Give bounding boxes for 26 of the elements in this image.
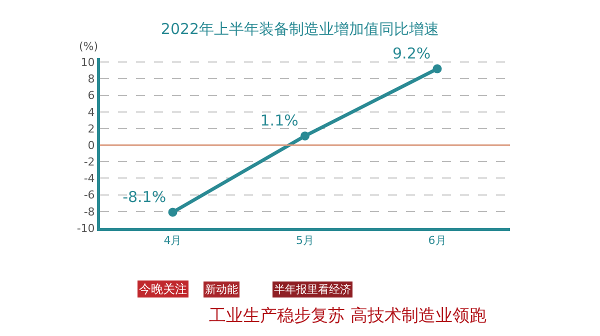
x-tick-label: 4月 (164, 234, 182, 248)
y-tick-label: -8 (84, 205, 95, 218)
text: 半年报里看经济 (274, 283, 351, 296)
x-tick-label: 6月 (428, 234, 446, 248)
y-tick-label: 0 (88, 138, 95, 152)
data-label: 1.1% (260, 112, 298, 130)
y-tick-label: -2 (84, 156, 95, 169)
text: 今晚关注 (139, 282, 187, 296)
y-tick-label: -6 (84, 188, 95, 202)
y-tick-label: -4 (84, 172, 95, 186)
y-tick-label: 2 (88, 122, 95, 136)
data-label: -8.1% (122, 188, 166, 206)
point (168, 208, 178, 217)
y-tick-label: 6 (88, 89, 95, 102)
y-axis-title: (%) (79, 40, 98, 53)
y-tick-label: 10 (80, 56, 95, 69)
y-tick-label: 4 (88, 106, 95, 119)
y-tick-label: -10 (76, 222, 95, 235)
x-tick-label: 5月 (296, 234, 314, 248)
chart-title: 2022年上半年装备制造业增加值同比增速 (160, 20, 440, 38)
data-label: 9.2% (392, 44, 431, 62)
point (432, 64, 442, 74)
y-tick-label: 8 (88, 72, 95, 86)
text: 工业生产稳步复苏 高技术制造业领跑 (209, 306, 486, 326)
text: 新动能 (205, 283, 238, 296)
point (300, 131, 310, 140)
